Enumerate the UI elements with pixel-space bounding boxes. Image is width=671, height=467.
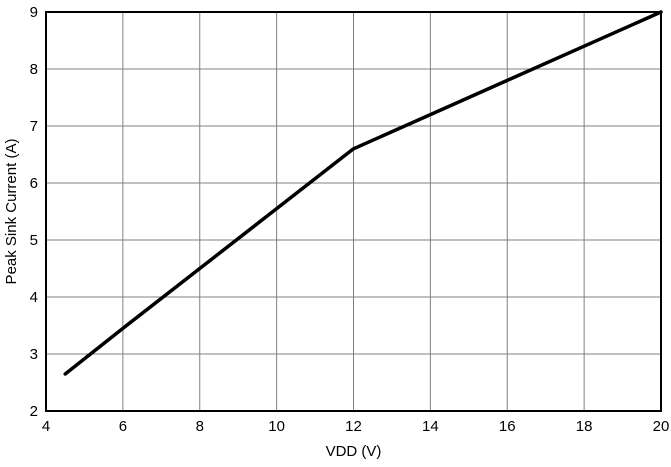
- y-tick-label: 6: [30, 175, 38, 192]
- x-axis-title: VDD (V): [326, 443, 382, 460]
- y-tick-label: 5: [30, 232, 38, 249]
- x-tick-label: 16: [499, 418, 516, 435]
- series-line: [63, 10, 663, 376]
- y-axis-title: Peak Sink Current (A): [3, 139, 20, 285]
- tick-layer: 4 6 8 10 12 14 16 18 20 2 3 4 5 6 7 8 9: [30, 4, 670, 435]
- plot-border: [45, 11, 662, 412]
- x-tick-label: 4: [42, 418, 50, 435]
- y-tick-label: 9: [30, 4, 38, 21]
- y-tick-label: 7: [30, 118, 38, 135]
- x-tick-label: 10: [268, 418, 285, 435]
- y-tick-label: 3: [30, 346, 38, 363]
- series-layer: [63, 10, 663, 376]
- x-tick-label: 20: [653, 418, 670, 435]
- x-tick-label: 8: [196, 418, 204, 435]
- grid-layer: [46, 12, 661, 411]
- x-tick-label: 6: [119, 418, 127, 435]
- x-tick-label: 12: [345, 418, 362, 435]
- y-tick-label: 2: [30, 403, 38, 420]
- x-tick-label: 14: [422, 418, 439, 435]
- y-tick-label: 8: [30, 61, 38, 78]
- y-tick-label: 4: [30, 289, 38, 306]
- x-tick-label: 18: [576, 418, 593, 435]
